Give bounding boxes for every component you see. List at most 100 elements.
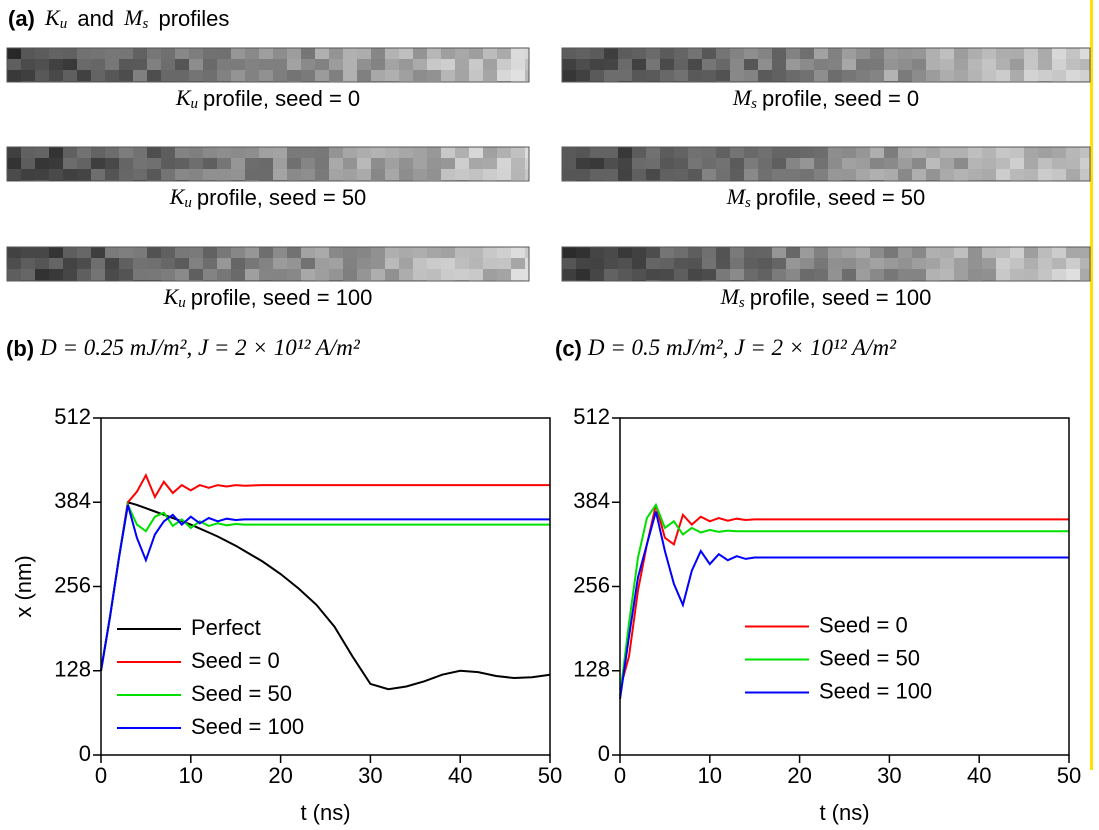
grain: [828, 147, 842, 158]
grain: [786, 70, 800, 81]
grain: [898, 59, 912, 70]
subscript: s: [739, 295, 745, 311]
grain: [940, 247, 954, 258]
grain: [315, 147, 329, 158]
x-tick-label: 20: [268, 763, 292, 788]
grain: [91, 48, 105, 59]
grain: [343, 258, 357, 269]
grain: [119, 147, 133, 158]
grain: [954, 247, 968, 258]
grain: [35, 59, 49, 70]
grain: [343, 269, 357, 280]
y-tick-label: 384: [573, 488, 610, 513]
grain: [511, 258, 525, 269]
grain: [63, 59, 77, 70]
grain: [203, 169, 217, 180]
grain: [371, 258, 385, 269]
grain: [814, 269, 828, 280]
grain: [856, 158, 870, 169]
grain: [315, 169, 329, 180]
grain: [385, 247, 399, 258]
grain: [525, 247, 529, 258]
grain: [604, 147, 618, 158]
grain: [203, 158, 217, 169]
grain: [231, 158, 245, 169]
y-tick-label: 128: [573, 657, 610, 682]
grain: [441, 70, 455, 81]
grain: [105, 247, 119, 258]
grain: [842, 258, 856, 269]
grain: [828, 269, 842, 280]
grain: [469, 48, 483, 59]
grain: [688, 258, 702, 269]
grain: [329, 258, 343, 269]
grain: [786, 158, 800, 169]
grain: [758, 169, 772, 180]
grain: [744, 269, 758, 280]
grain: [926, 258, 940, 269]
grain: [688, 59, 702, 70]
grain: [189, 269, 203, 280]
grain: [455, 147, 469, 158]
grain: [982, 70, 996, 81]
grain: [912, 147, 926, 158]
grain: [702, 258, 716, 269]
grain: [758, 247, 772, 258]
grain: [688, 158, 702, 169]
grain: [996, 269, 1010, 280]
grain: [357, 147, 371, 158]
grain: [576, 59, 590, 70]
grain: [91, 169, 105, 180]
grain: [273, 59, 287, 70]
plot-frame: [619, 417, 1070, 756]
grain: [105, 147, 119, 158]
grain: [660, 70, 674, 81]
grain: [245, 70, 259, 81]
grain: [1024, 59, 1038, 70]
grain: [1010, 269, 1024, 280]
edge-marker: [1090, 0, 1093, 770]
grain: [147, 158, 161, 169]
subscript: u: [191, 96, 199, 112]
grain: [217, 169, 231, 180]
grain: [385, 48, 399, 59]
grain: [105, 169, 119, 180]
grain: [926, 48, 940, 59]
grain: [1038, 59, 1052, 70]
grain: [441, 158, 455, 169]
grain: [884, 48, 898, 59]
grain: [884, 258, 898, 269]
grain: [525, 48, 529, 59]
grain: [786, 269, 800, 280]
grain: [483, 247, 497, 258]
grain: [870, 258, 884, 269]
grain: [730, 158, 744, 169]
grain: [483, 158, 497, 169]
grain: [399, 269, 413, 280]
grain: [1066, 169, 1080, 180]
label: profile, seed = 0: [203, 86, 360, 111]
grain: [259, 169, 273, 180]
grain: [1080, 70, 1090, 81]
grain: [483, 169, 497, 180]
grain: [231, 147, 245, 158]
grain: [133, 258, 147, 269]
grain: [315, 48, 329, 59]
grain: [301, 169, 315, 180]
grain: [1066, 147, 1080, 158]
grain: [427, 158, 441, 169]
grain: [189, 158, 203, 169]
grain: [525, 147, 529, 158]
grain: [590, 258, 604, 269]
grain: [455, 59, 469, 70]
grain: [576, 147, 590, 158]
grain: [525, 169, 529, 180]
grain: [884, 269, 898, 280]
profile-label: Ku profile, seed = 0: [175, 85, 360, 112]
grain: [245, 258, 259, 269]
grain: [399, 158, 413, 169]
grain: [427, 169, 441, 180]
x-tick-label: 40: [967, 763, 991, 788]
grain: [758, 70, 772, 81]
